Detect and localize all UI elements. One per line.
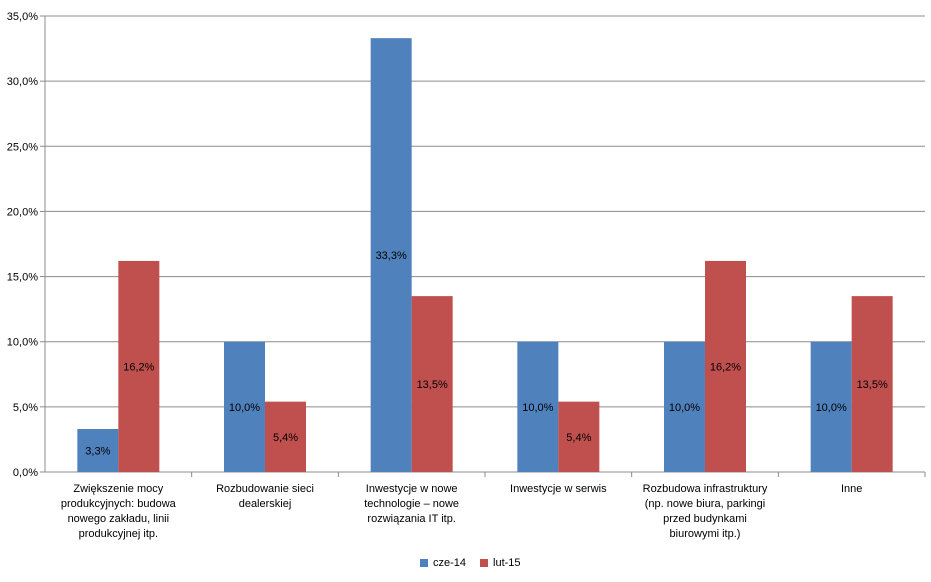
y-tick-label: 35,0% — [7, 11, 38, 23]
legend-item-series-1: cze-14 — [420, 557, 466, 569]
data-label: 16,2% — [710, 361, 741, 373]
bar — [705, 260, 746, 472]
bar — [851, 296, 893, 472]
bar — [77, 429, 119, 472]
y-tick-label: 10,0% — [7, 337, 38, 349]
bar — [558, 401, 600, 472]
bar — [810, 341, 852, 472]
data-label: 10,0% — [229, 402, 260, 414]
legend-label-series-1: cze-14 — [433, 557, 467, 569]
data-label: 13,5% — [857, 379, 888, 391]
data-label: 10,0% — [816, 402, 847, 414]
y-tick-label: 15,0% — [7, 272, 38, 284]
x-category-label: Inwestycje w nowe technologie – nowe roz… — [364, 483, 460, 525]
data-label: 13,5% — [417, 379, 448, 391]
bar — [517, 341, 559, 472]
y-tick-label: 20,0% — [7, 206, 38, 218]
bar — [370, 38, 412, 473]
bar — [664, 341, 705, 472]
bar — [118, 260, 160, 472]
y-tick-label: 5,0% — [13, 402, 38, 414]
legend-label-series-2: lut-15 — [493, 557, 521, 569]
x-category-label: Rozbudowa infrastruktury (np. nowe biura… — [642, 483, 768, 540]
y-tick-label: 0,0% — [13, 467, 38, 479]
legend: cze-14 lut-15 — [420, 557, 521, 569]
data-label: 10,0% — [522, 402, 553, 414]
x-category-label: Inwestycje w serwis — [510, 483, 607, 495]
y-tick-label: 30,0% — [7, 76, 38, 88]
data-label: 33,3% — [376, 250, 407, 262]
x-category-label: Zwiększenie mocy produkcyjnych: budowa n… — [60, 483, 176, 540]
data-label: 10,0% — [669, 402, 700, 414]
bar — [411, 296, 453, 472]
data-label: 5,4% — [273, 432, 298, 444]
legend-swatch-series-1 — [420, 559, 428, 567]
x-category-label: Rozbudowanie sieci dealerskiej — [216, 483, 314, 510]
data-label: 16,2% — [123, 361, 154, 373]
data-label: 5,4% — [566, 432, 591, 444]
y-tick-label: 25,0% — [7, 141, 38, 153]
legend-swatch-series-2 — [480, 559, 489, 567]
bar — [265, 401, 306, 472]
legend-item-series-2: lut-15 — [480, 557, 521, 569]
data-label: 3,3% — [85, 446, 110, 458]
bar — [224, 341, 265, 472]
x-category-label: Inne — [840, 483, 863, 495]
